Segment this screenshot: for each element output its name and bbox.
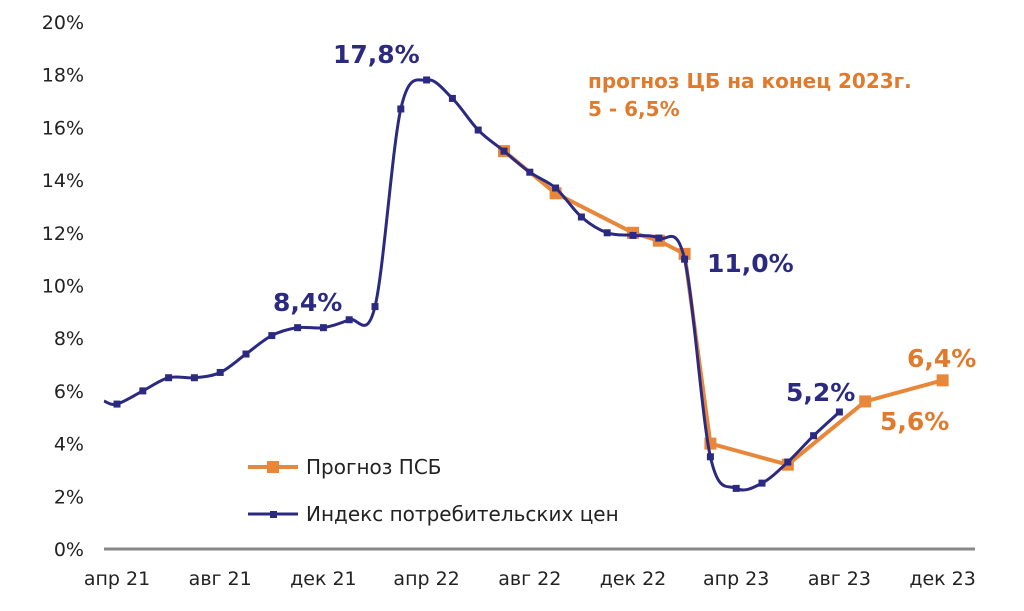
annotation-cpi-dec21: 8,4%	[273, 288, 342, 317]
legend-cpi-label: Индекс потребительских цен	[306, 502, 619, 526]
cb-forecast-note-line1: прогноз ЦБ на конец 2023г.	[588, 69, 912, 93]
x-tick-label: дек 21	[290, 568, 357, 590]
legend-psb-marker	[267, 461, 279, 473]
cpi-point	[681, 255, 689, 263]
cpi-point	[216, 368, 224, 376]
cpi-line	[103, 78, 841, 492]
cpi-point	[371, 303, 379, 311]
y-tick-label: 2%	[54, 486, 84, 508]
x-tick-label: авг 21	[189, 568, 252, 590]
y-tick-label: 18%	[42, 65, 84, 87]
cpi-point	[835, 408, 843, 416]
y-tick-label: 0%	[54, 539, 84, 561]
x-tick-label: апр 22	[393, 568, 459, 590]
x-tick-label: авг 23	[808, 568, 871, 590]
psb-forecast-point	[859, 395, 872, 408]
legend-psb-label: Прогноз ПСБ	[306, 455, 442, 479]
annotation-cpi-feb23: 11,0%	[707, 249, 794, 278]
cpi-point	[552, 184, 560, 192]
cpi-point	[810, 432, 818, 440]
x-tick-label: дек 22	[600, 568, 667, 590]
cpi-point	[423, 76, 431, 84]
psb-forecast-point	[936, 374, 949, 387]
cpi-point	[113, 400, 121, 408]
legend-cpi-marker	[270, 511, 277, 518]
cpi-point	[758, 479, 766, 487]
psb-forecast-line	[502, 149, 944, 467]
cpi-point	[294, 324, 302, 332]
x-tick-label: апр 23	[703, 568, 769, 590]
cpi-point	[165, 374, 173, 382]
cpi-point	[474, 126, 482, 134]
y-tick-label: 6%	[54, 381, 84, 403]
cpi-point	[190, 374, 198, 382]
y-tick-label: 8%	[54, 328, 84, 350]
cpi-point	[706, 453, 714, 461]
y-tick-label: 10%	[42, 276, 84, 298]
cpi-point	[397, 105, 405, 113]
y-tick-label: 12%	[42, 223, 84, 245]
annotation-cpi-aug23: 5,2%	[786, 378, 855, 407]
x-tick-label: апр 21	[84, 568, 150, 590]
cb-forecast-note-line2: 5 - 6,5%	[588, 97, 680, 121]
legend: Прогноз ПСБ Индекс потребительских цен	[248, 455, 619, 526]
cpi-point	[242, 350, 250, 358]
cpi-point	[448, 94, 456, 102]
y-tick-label: 4%	[54, 434, 84, 456]
cpi-point	[732, 484, 740, 492]
y-tick-label: 16%	[42, 117, 84, 139]
x-tick-label: авг 22	[498, 568, 561, 590]
cpi-point	[139, 387, 147, 395]
cpi-point	[784, 458, 792, 466]
cpi-point	[655, 234, 663, 242]
cpi-point	[577, 213, 585, 221]
cpi-point	[603, 229, 611, 237]
x-tick-label: дек 23	[909, 568, 976, 590]
annotation-cpi-peak: 17,8%	[333, 40, 420, 69]
cpi-point	[629, 231, 637, 239]
annotation-psb-dec23: 6,4%	[907, 344, 976, 373]
cpi-point	[345, 316, 353, 324]
annotation-psb-sep23: 5,6%	[880, 407, 949, 436]
cpi-point	[319, 324, 327, 332]
y-tick-label: 14%	[42, 170, 84, 192]
cpi-point	[526, 168, 534, 176]
cpi-point	[268, 332, 276, 340]
y-tick-label: 20%	[42, 12, 84, 34]
cpi-point	[500, 147, 508, 155]
